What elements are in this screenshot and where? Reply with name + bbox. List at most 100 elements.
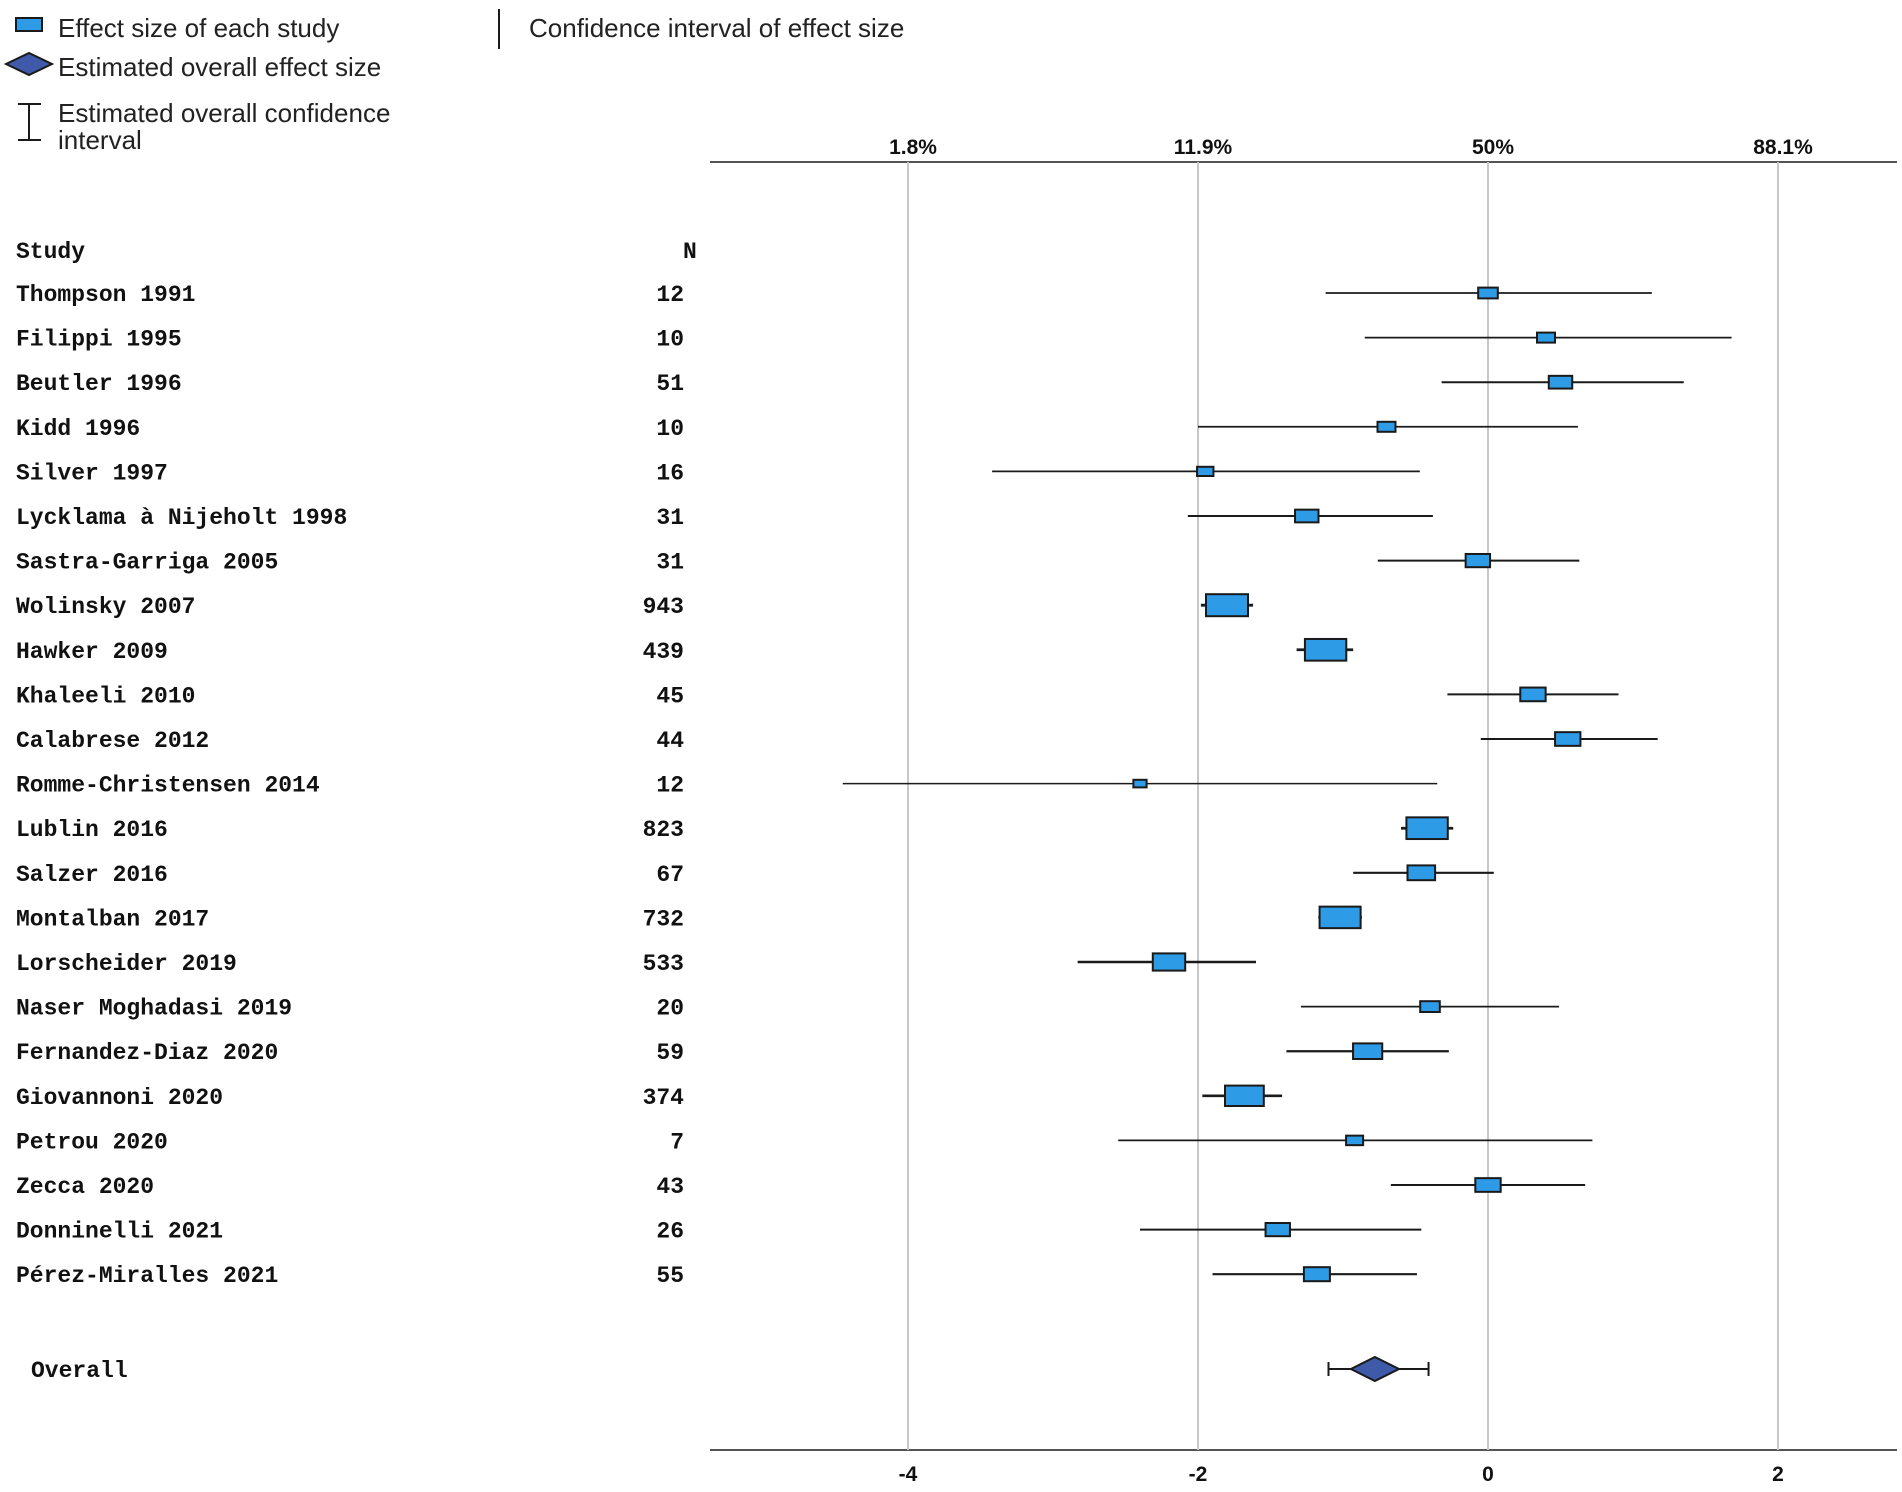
bottom-tick-label: 0 bbox=[1482, 1463, 1494, 1486]
study-row: Filippi 1995 10 bbox=[16, 327, 1732, 353]
study-effect-box bbox=[1345, 1134, 1365, 1147]
legend-effect-size-label: Effect size of each study bbox=[58, 13, 339, 43]
bottom-tick-label: 2 bbox=[1772, 1463, 1784, 1486]
study-effect-box bbox=[1151, 952, 1187, 972]
study-effect-box bbox=[1196, 465, 1215, 477]
study-row: Salzer 2016 67 bbox=[16, 862, 1494, 888]
study-n: 7 bbox=[670, 1129, 684, 1155]
study-n: 44 bbox=[656, 728, 684, 754]
study-effect-box bbox=[1205, 593, 1249, 618]
legend-overall-ci-icon bbox=[18, 103, 41, 141]
study-row: Lublin 2016 823 bbox=[16, 816, 1454, 843]
study-row: Thompson 1991 12 bbox=[16, 282, 1652, 308]
study-name: Beutler 1996 bbox=[16, 371, 182, 397]
overall-row: Overall bbox=[31, 1355, 1430, 1384]
study-row: Fernandez-Diaz 2020 59 bbox=[16, 1040, 1449, 1066]
study-effect-box bbox=[1547, 374, 1574, 390]
study-n: 533 bbox=[643, 951, 684, 977]
study-row: Silver 1997 16 bbox=[16, 460, 1420, 486]
study-name: Naser Moghadasi 2019 bbox=[16, 996, 292, 1022]
study-n: 55 bbox=[656, 1263, 684, 1289]
bottom-tick-label: -2 bbox=[1189, 1463, 1208, 1486]
legend-ci-label: Confidence interval of effect size bbox=[529, 13, 904, 43]
legend-diamond-icon bbox=[3, 51, 55, 77]
bottom-axis-tick-labels: -4 -2 0 2 bbox=[899, 1463, 1784, 1486]
study-name: Thompson 1991 bbox=[16, 282, 195, 308]
study-row: Donninelli 2021 26 bbox=[16, 1219, 1422, 1245]
study-column-header: Study bbox=[16, 239, 85, 265]
study-effect-box bbox=[1405, 816, 1449, 841]
study-effect-box bbox=[1132, 778, 1148, 789]
legend-study-box-icon bbox=[15, 17, 43, 32]
study-row: Giovannoni 2020 374 bbox=[16, 1084, 1283, 1111]
study-effect-box bbox=[1294, 508, 1320, 524]
study-n: 26 bbox=[656, 1219, 684, 1245]
top-tick-label: 1.8% bbox=[889, 136, 937, 159]
study-n: 12 bbox=[656, 773, 684, 799]
study-n: 20 bbox=[656, 996, 684, 1022]
study-row: Hawker 2009 439 bbox=[16, 637, 1354, 665]
top-tick-label: 88.1% bbox=[1753, 136, 1813, 159]
study-name: Kidd 1996 bbox=[16, 416, 140, 442]
top-tick-label: 50% bbox=[1472, 136, 1514, 159]
study-n: 374 bbox=[643, 1085, 685, 1111]
study-name: Lorscheider 2019 bbox=[16, 951, 237, 977]
study-row: Pérez-Miralles 2021 55 bbox=[16, 1263, 1417, 1289]
study-effect-box bbox=[1536, 331, 1556, 344]
study-row: Beutler 1996 51 bbox=[16, 371, 1684, 397]
study-name: Lycklama à Nijeholt 1998 bbox=[16, 505, 347, 531]
study-n: 45 bbox=[656, 683, 684, 709]
study-n: 10 bbox=[656, 327, 684, 353]
study-name: Calabrese 2012 bbox=[16, 728, 209, 754]
study-n: 16 bbox=[656, 460, 684, 486]
legend-overall-effect-label: Estimated overall effect size bbox=[58, 52, 381, 82]
study-n: 31 bbox=[656, 550, 684, 576]
study-n: 12 bbox=[656, 282, 684, 308]
study-effect-box bbox=[1554, 731, 1582, 747]
study-n: 10 bbox=[656, 416, 684, 442]
study-effect-box bbox=[1464, 553, 1492, 569]
study-row: Petrou 2020 7 bbox=[16, 1129, 1593, 1155]
legend: Effect size of each study Confidence int… bbox=[3, 9, 904, 155]
legend-overall-ci-label-line2: interval bbox=[58, 125, 142, 155]
study-rows: Thompson 1991 12 Filippi 1995 10 Beutler 199… bbox=[16, 282, 1732, 1289]
study-effect-box bbox=[1376, 420, 1397, 433]
study-name: Wolinsky 2007 bbox=[16, 594, 195, 620]
study-row: Romme-Christensen 2014 12 bbox=[16, 773, 1438, 799]
bottom-tick-label: -4 bbox=[899, 1463, 918, 1486]
study-name: Sastra-Garriga 2005 bbox=[16, 550, 278, 576]
study-effect-box bbox=[1406, 864, 1437, 882]
study-effect-box bbox=[1318, 905, 1362, 930]
study-name: Fernandez-Diaz 2020 bbox=[16, 1040, 278, 1066]
study-n: 823 bbox=[643, 817, 684, 843]
study-effect-box bbox=[1477, 286, 1499, 300]
study-name: Salzer 2016 bbox=[16, 862, 168, 888]
study-name: Petrou 2020 bbox=[16, 1129, 168, 1155]
study-row: Naser Moghadasi 2019 20 bbox=[16, 996, 1560, 1022]
study-n: 67 bbox=[656, 862, 684, 888]
study-n: 51 bbox=[656, 371, 684, 397]
study-effect-box bbox=[1419, 1000, 1441, 1014]
study-name: Donninelli 2021 bbox=[16, 1219, 223, 1245]
study-name: Montalban 2017 bbox=[16, 906, 209, 932]
study-row: Calabrese 2012 44 bbox=[16, 728, 1658, 754]
study-effect-box bbox=[1302, 1266, 1331, 1283]
study-n: 43 bbox=[656, 1174, 684, 1200]
overall-label: Overall bbox=[31, 1358, 128, 1384]
study-row: Khaleeli 2010 45 bbox=[16, 683, 1619, 709]
top-axis-tick-labels: 1.8% 11.9% 50% 88.1% bbox=[889, 136, 1813, 159]
study-effect-box bbox=[1264, 1222, 1291, 1238]
study-effect-box bbox=[1352, 1042, 1384, 1061]
study-n: 732 bbox=[643, 906, 684, 932]
study-row: Zecca 2020 43 bbox=[16, 1174, 1586, 1200]
study-n: 59 bbox=[656, 1040, 684, 1066]
study-effect-box bbox=[1519, 686, 1547, 703]
study-name: Giovannoni 2020 bbox=[16, 1085, 223, 1111]
study-row: Lycklama à Nijeholt 1998 31 bbox=[16, 505, 1433, 531]
study-name: Pérez-Miralles 2021 bbox=[16, 1263, 278, 1289]
gridlines bbox=[907, 162, 1779, 1450]
study-name: Khaleeli 2010 bbox=[16, 683, 195, 709]
study-row: Kidd 1996 10 bbox=[16, 416, 1578, 442]
study-effect-box bbox=[1474, 1177, 1502, 1193]
